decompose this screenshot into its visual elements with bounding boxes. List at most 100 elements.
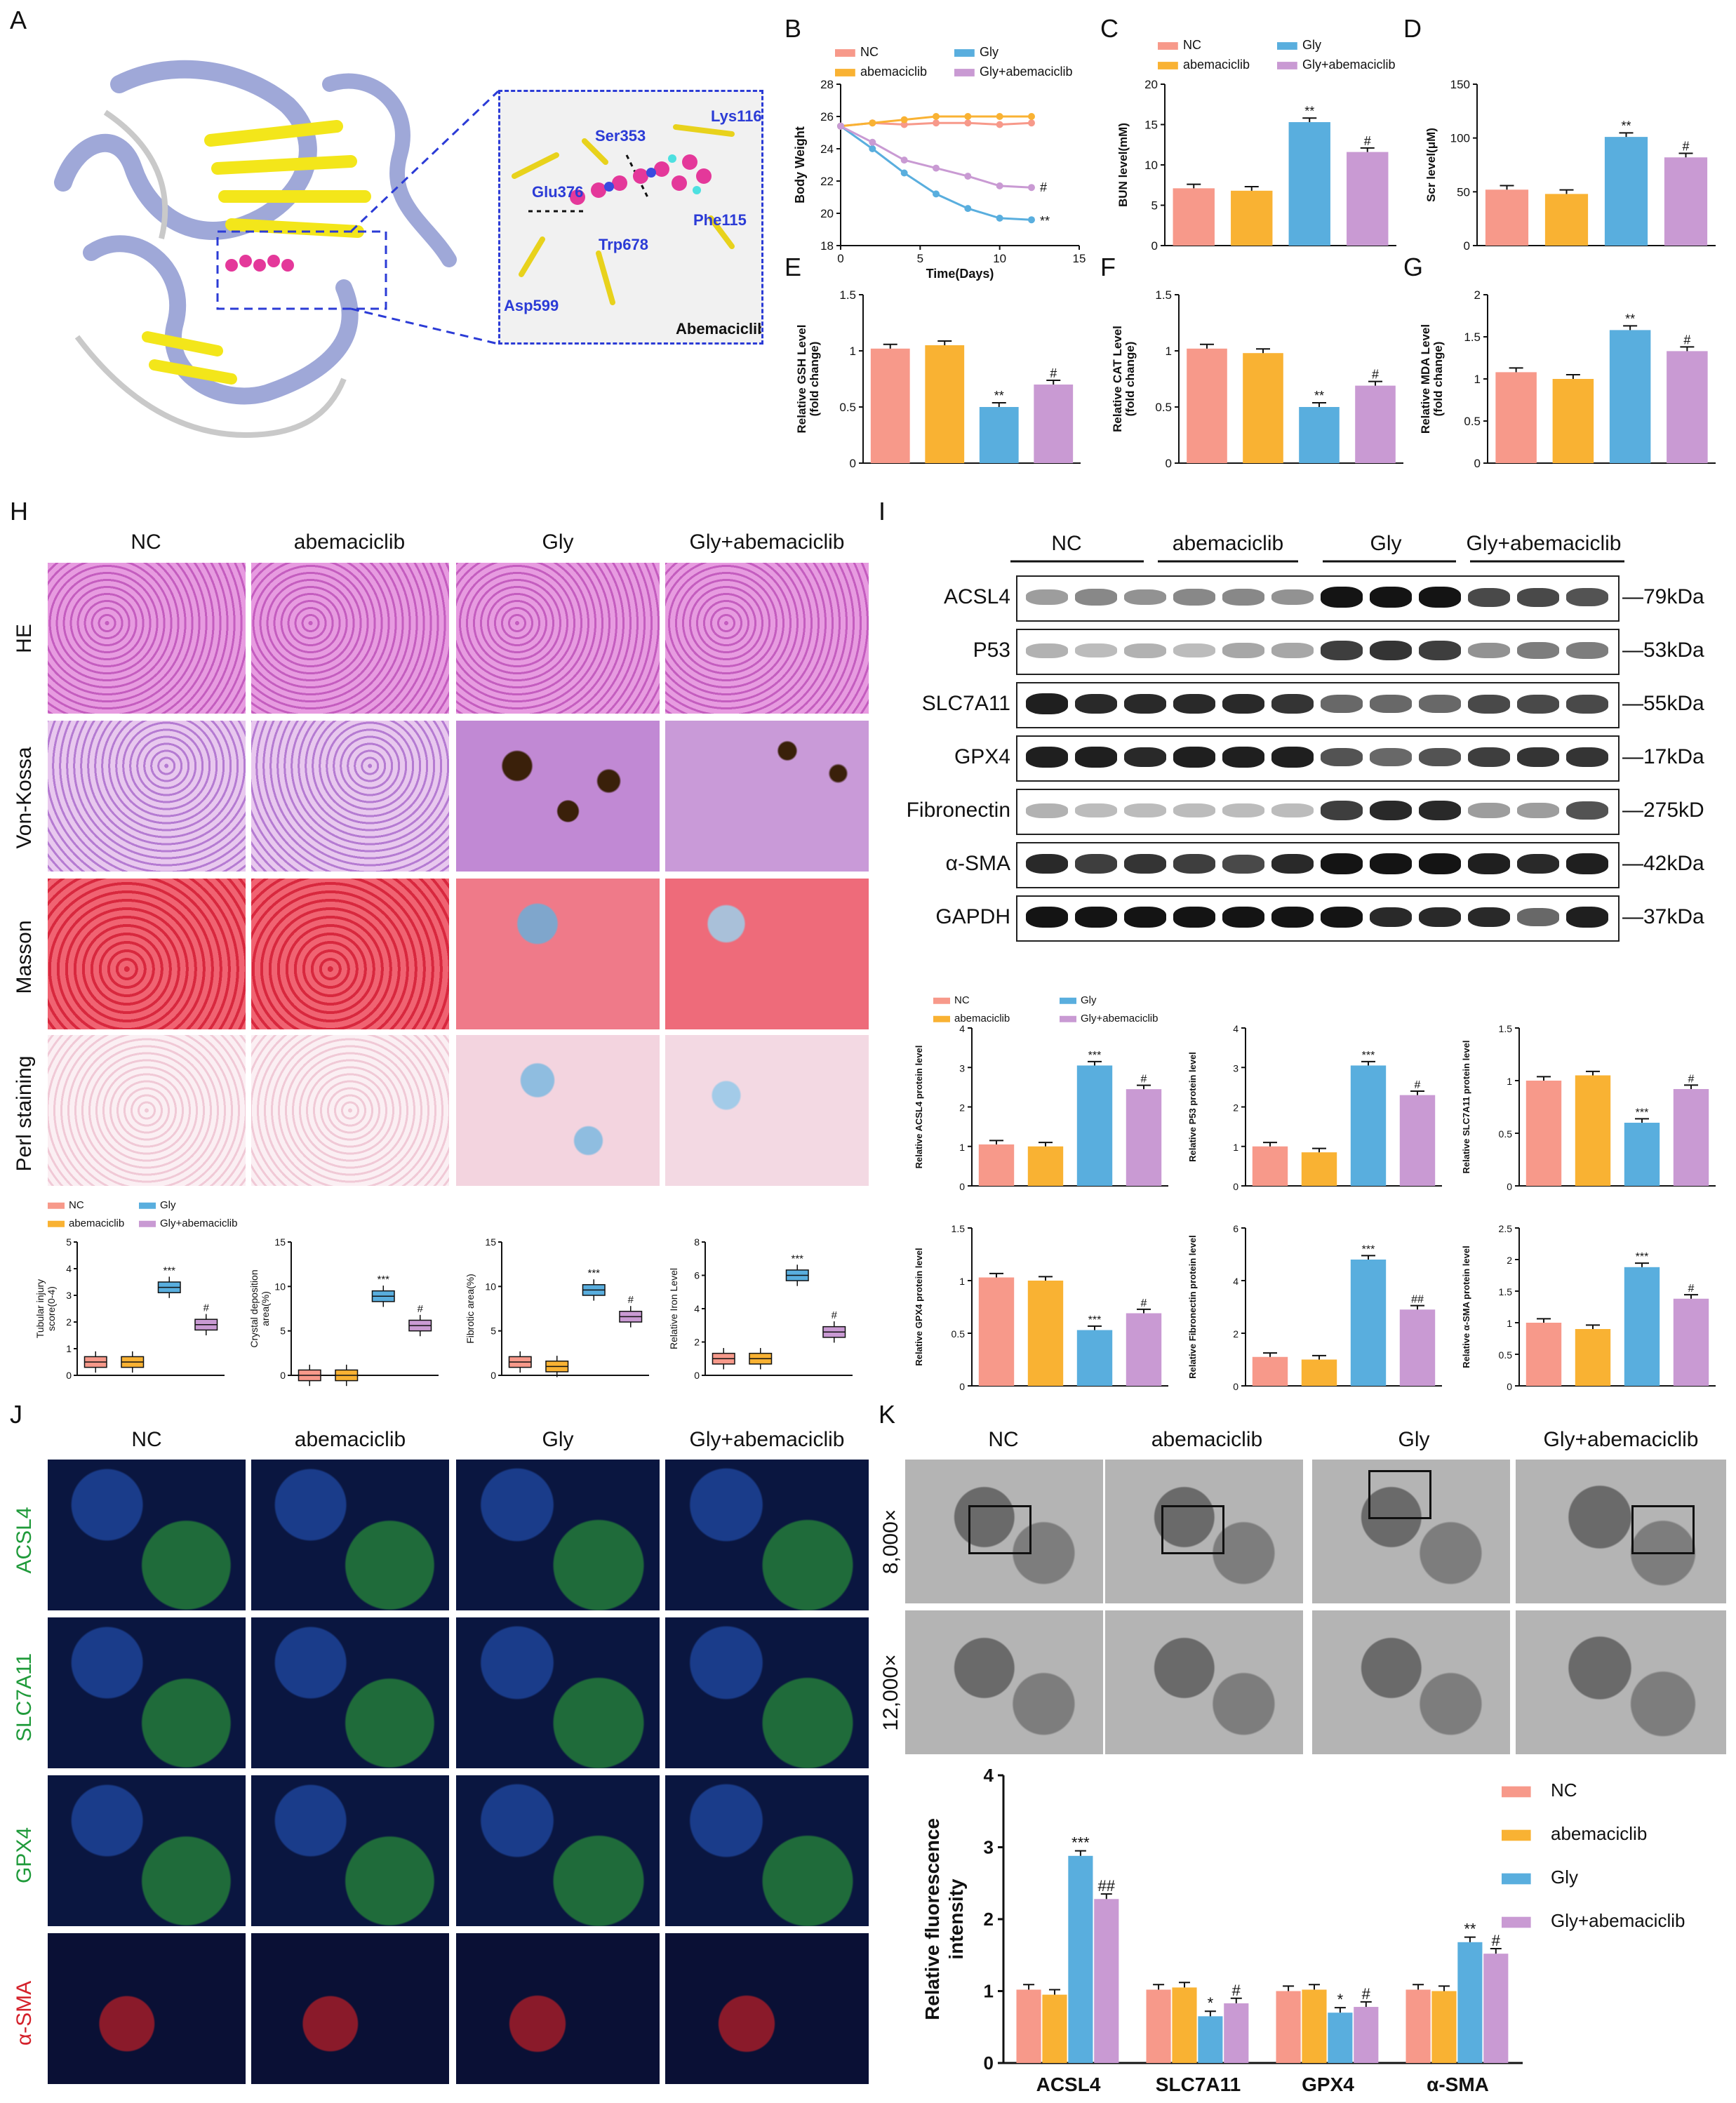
y-tick-label: 5 (66, 1236, 72, 1248)
y-tick-label: 1 (850, 345, 856, 358)
x-tick-label: 15 (1073, 252, 1086, 265)
masson-gly-image (456, 879, 660, 1029)
bar-NC (978, 1144, 1015, 1186)
y-tick-label: 10 (485, 1281, 496, 1292)
legend-swatch (954, 69, 975, 76)
bar-abemaciclib (1575, 1329, 1611, 1386)
significance-mark: ** (1625, 312, 1635, 326)
legend-label: Gly (160, 1199, 176, 1211)
y-tick-label: 2 (1474, 288, 1481, 302)
y-tick-label: 22 (820, 175, 834, 188)
y-tick-label: 2.5 (1499, 1223, 1513, 1234)
bar-SLC7A11-Gly+abemaciclib (1224, 2003, 1249, 2063)
y-axis-label-2: (fold change) (808, 342, 821, 417)
data-point (996, 121, 1003, 128)
wb-band (1370, 695, 1412, 713)
data-point (964, 205, 972, 213)
wb-band (1566, 587, 1608, 607)
zoom-region-box (1161, 1505, 1224, 1554)
wb-strip-SLC7A11 (1016, 682, 1620, 728)
y-tick-label: 0 (984, 2052, 994, 2074)
panel-letter-a: A (10, 6, 27, 34)
significance-mark: ** (1464, 1921, 1476, 1938)
wb-band (1124, 907, 1166, 928)
wb-weight-label: —55kDa (1622, 692, 1704, 715)
chart-c: 0 5 10 15 20 BUN level(mM) ** # NC Gly abemaciclib… (1116, 38, 1396, 253)
residue-label-1: Ser353 (595, 127, 646, 145)
y-tick-label: 0 (1464, 239, 1470, 253)
j-col-header-gly-abemaciclib: Gly+abemaciclib (689, 1428, 845, 1451)
wb-protein-label: GPX4 (954, 745, 1010, 768)
tem-12000-abemaciclib-image (1105, 1610, 1303, 1754)
x-category-label: α-SMA (1427, 2074, 1489, 2095)
legend-swatch (1277, 42, 1297, 50)
significance-mark: # (1364, 134, 1371, 148)
legend-label: NC (69, 1199, 84, 1211)
y-tick-label: 50 (1457, 185, 1470, 199)
h-row-label-von-kossa: Von-Kossa (13, 747, 36, 849)
data-point (996, 214, 1003, 222)
wb-band (1222, 747, 1264, 768)
he-nc-image (48, 563, 246, 714)
bar-ACSL4-abemaciclib (1042, 1994, 1067, 2063)
bar-abemaciclib (1544, 194, 1589, 246)
y-tick-label: 0.5 (1499, 1128, 1513, 1140)
h-col-header-gly-abemaciclib: Gly+abemaciclib (689, 530, 845, 554)
y-axis-label: Relative GPX4 protein level (914, 1248, 924, 1366)
wb-band (1173, 589, 1215, 606)
wb-band (1271, 693, 1314, 714)
panel-letter-h: H (10, 497, 28, 526)
chart-g: 0 0.5 1 1.5 2 Relative MDA Level (fold change)… (1419, 288, 1716, 470)
significance-mark: *** (1636, 1251, 1649, 1263)
wb-band (1271, 589, 1314, 606)
h-col-header-abemaciclib: abemaciclib (293, 530, 406, 554)
wb-band (1271, 853, 1314, 874)
wb-header-nc: NC (1051, 532, 1082, 555)
wb-band (1370, 853, 1412, 874)
wb-band (1468, 853, 1510, 874)
significance-mark: # (1682, 140, 1689, 154)
data-point (1028, 216, 1035, 224)
wb-band (1419, 907, 1461, 928)
if-asma-nc-image (48, 1933, 246, 2084)
masson-abemaciclib-image (251, 879, 449, 1029)
if-slc7a11-nc-image (48, 1617, 246, 1768)
bar-abemaciclib (925, 345, 965, 463)
legend-label: Gly+abemaciclib (160, 1217, 237, 1229)
x-axis-label: Time(Days) (926, 267, 994, 281)
y-tick-label: 1 (1507, 1076, 1512, 1087)
significance-mark: *** (587, 1267, 600, 1279)
legend-label: Gly+abemaciclib (1081, 1013, 1158, 1024)
k-row-label-12000: 12,000× (879, 1654, 902, 1731)
y-axis-label: Relative ACSL4 protein level (914, 1046, 924, 1169)
wb-band (1075, 907, 1117, 928)
x-category-label: ACSL4 (1036, 2074, 1101, 2095)
residue-label-3: Phe115 (693, 211, 747, 229)
y-tick-label: 1 (984, 1981, 994, 2002)
significance-mark: ** (1621, 119, 1631, 133)
wb-weight-label: —53kDa (1622, 639, 1704, 662)
y-tick-label: 0 (850, 457, 856, 470)
significance-mark: *** (1088, 1314, 1102, 1326)
y-axis-label: Relative GSH Level (795, 325, 808, 434)
x-tick-label: 5 (917, 252, 923, 265)
wb-band (1222, 854, 1264, 874)
h-legend: NC Gly abemaciclib Gly+abemaciclib (48, 1199, 237, 1229)
perl-gly-abemaciclib-image (665, 1035, 869, 1186)
y-tick-label: 0 (1166, 457, 1172, 470)
wb-band (1370, 748, 1412, 766)
wb-band (1222, 803, 1264, 818)
y-axis-label-2: (fold change) (1123, 342, 1137, 417)
wb-weight-label: —37kDa (1622, 905, 1704, 928)
bar-GPX4-Gly+abemaciclib (1354, 2007, 1379, 2063)
y-tick-label: 0 (280, 1370, 286, 1381)
significance-mark: # (1232, 1982, 1241, 1999)
y-tick-label: 0 (1151, 239, 1158, 253)
bar-Gly+abemaciclib (1667, 351, 1708, 463)
wb-band (1075, 854, 1117, 874)
panel-letter-j: J (10, 1400, 22, 1429)
tem-8000-abemaciclib-image (1105, 1460, 1303, 1603)
bar-α-SMA-abemaciclib (1431, 1991, 1457, 2063)
wb-band (1124, 589, 1166, 606)
perl-abemaciclib-image (251, 1035, 449, 1186)
